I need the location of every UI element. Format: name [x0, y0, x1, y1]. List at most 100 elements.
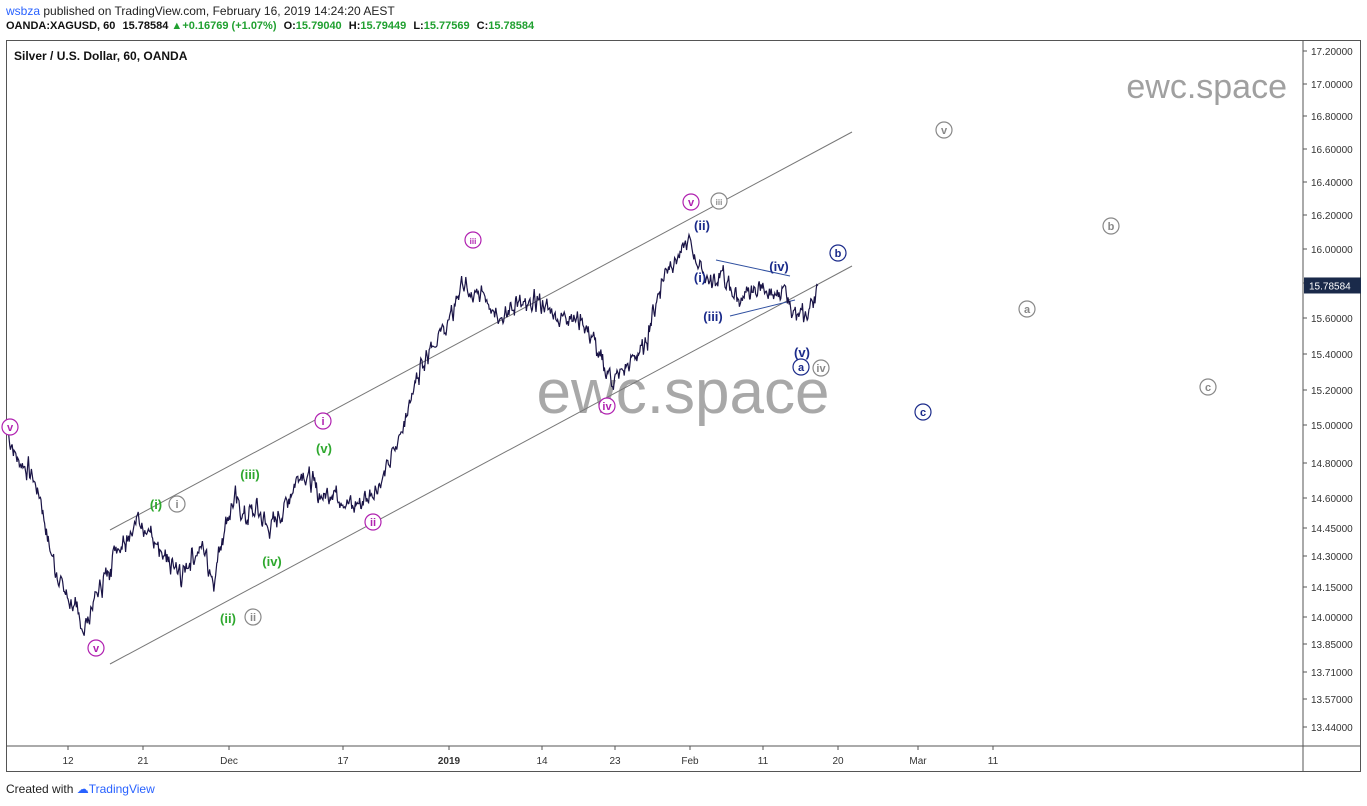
wave-label-magenta: ii	[364, 513, 382, 531]
wave-label-navy: (iii)	[703, 309, 723, 324]
y-tick-label: 15.00000	[1311, 421, 1353, 432]
y-tick-label: 13.44000	[1311, 723, 1353, 734]
y-tick-label: 16.00000	[1311, 245, 1353, 256]
triangle-top	[715, 259, 791, 277]
open-value: 15.79040	[295, 20, 342, 32]
wave-circle	[792, 358, 810, 376]
wave-text: b	[1108, 221, 1115, 233]
high-label: H:	[348, 20, 361, 32]
chart-frame	[6, 40, 1361, 772]
wave-label-green: (iii)	[240, 467, 260, 482]
wave-label-navy: c	[914, 403, 932, 421]
last-price: 15.78584	[122, 20, 169, 32]
wave-text: i	[321, 416, 324, 428]
wave-text: (iii)	[240, 467, 260, 482]
wave-text: v	[93, 643, 100, 655]
triangle-bottom	[729, 299, 796, 317]
high-value: 15.79449	[360, 20, 407, 32]
wave-text: iii	[716, 198, 723, 207]
wave-label-gray: ii	[244, 608, 262, 626]
y-tick-label: 14.00000	[1311, 613, 1353, 624]
wave-label-magenta: v	[682, 193, 700, 211]
wave-label-gray: c	[1199, 378, 1217, 396]
footer-created: Created with	[6, 782, 74, 796]
wave-circle	[829, 244, 847, 262]
wave-label-navy: (i)	[694, 270, 706, 285]
wave-text: i	[175, 499, 178, 511]
close-label: C:	[476, 20, 489, 32]
tradingview-logo-icon[interactable]: ☁	[76, 782, 89, 796]
wave-label-navy: (v)	[794, 345, 810, 360]
wave-text: (i)	[694, 270, 706, 285]
wave-text: ii	[370, 517, 376, 529]
y-tick-label: 14.45000	[1311, 524, 1353, 535]
y-tick-label: 17.00000	[1311, 80, 1353, 91]
x-tick-label: 11	[758, 756, 769, 767]
wave-circle	[87, 639, 105, 657]
wave-text: (v)	[794, 345, 810, 360]
wave-label-magenta: i	[314, 412, 332, 430]
wave-text: ii	[250, 612, 256, 624]
wave-text: v	[941, 125, 948, 137]
x-tick-label: 11	[988, 756, 999, 767]
open-label: O:	[283, 20, 296, 32]
wave-label-gray: v	[935, 121, 953, 139]
x-tick-label: 23	[609, 756, 621, 767]
wave-text: b	[835, 248, 842, 260]
footer: Created with ☁TradingView	[6, 782, 155, 796]
y-tick-label: 13.71000	[1311, 668, 1353, 679]
x-tick-label: Mar	[909, 756, 927, 767]
wave-circle	[314, 412, 332, 430]
wave-circle	[598, 397, 616, 415]
symbol-label: OANDA:XAGUSD, 60	[6, 20, 116, 32]
close-value: 15.78584	[488, 20, 535, 32]
wave-text: a	[1024, 304, 1031, 316]
wave-label-navy: b	[829, 244, 847, 262]
wave-label-gray: iv	[812, 359, 830, 377]
wave-circle	[682, 193, 700, 211]
wave-label-navy: (iv)	[769, 259, 789, 274]
price-series-line	[7, 232, 819, 636]
wave-text: iii	[470, 237, 477, 246]
wave-text: v	[688, 197, 695, 209]
wave-label-gray: a	[1018, 300, 1036, 318]
last-price-tag-label: 15.78584	[1309, 281, 1351, 292]
wave-label-green: (ii)	[220, 611, 236, 626]
y-tick-label: 13.85000	[1311, 640, 1353, 651]
wave-text: (iii)	[703, 309, 723, 324]
x-tick-label: 17	[337, 756, 349, 767]
y-tick-label: 16.40000	[1311, 178, 1353, 189]
y-tick-label: 16.60000	[1311, 145, 1353, 156]
publish-info: wsbza published on TradingView.com, Febr…	[6, 4, 395, 18]
wave-circle	[168, 495, 186, 513]
x-tick-label: Feb	[681, 756, 699, 767]
x-tick-label: 20	[832, 756, 844, 767]
x-tick-label: 2019	[438, 756, 461, 767]
watermark-center: ewc.space	[537, 358, 830, 427]
x-tick-label: 14	[536, 756, 548, 767]
wave-label-gray: i	[168, 495, 186, 513]
last-price-tag	[1304, 277, 1361, 294]
wave-circle	[710, 192, 728, 210]
wave-label-green: (i)	[150, 497, 162, 512]
wave-circle	[1102, 217, 1120, 235]
change-value: +0.16769 (+1.07%)	[182, 20, 277, 32]
wave-label-magenta: iii	[464, 231, 482, 249]
wave-text: c	[1205, 382, 1211, 394]
wave-circle	[935, 121, 953, 139]
author-link[interactable]: wsbza	[6, 4, 41, 18]
wave-text: v	[7, 422, 14, 434]
low-value: 15.77569	[423, 20, 470, 32]
y-tick-label: 16.80000	[1311, 112, 1353, 123]
channel-upper	[109, 131, 853, 531]
wave-label-green: (v)	[316, 441, 332, 456]
chart-title: Silver / U.S. Dollar, 60, OANDA	[14, 49, 188, 63]
y-tick-label: 13.57000	[1311, 695, 1353, 706]
x-tick-label: 12	[62, 756, 74, 767]
wave-text: (ii)	[694, 218, 710, 233]
y-tick-label: 14.15000	[1311, 583, 1353, 594]
footer-brand[interactable]: TradingView	[88, 782, 155, 796]
y-tick-label: 14.80000	[1311, 459, 1353, 470]
wave-circle	[914, 403, 932, 421]
